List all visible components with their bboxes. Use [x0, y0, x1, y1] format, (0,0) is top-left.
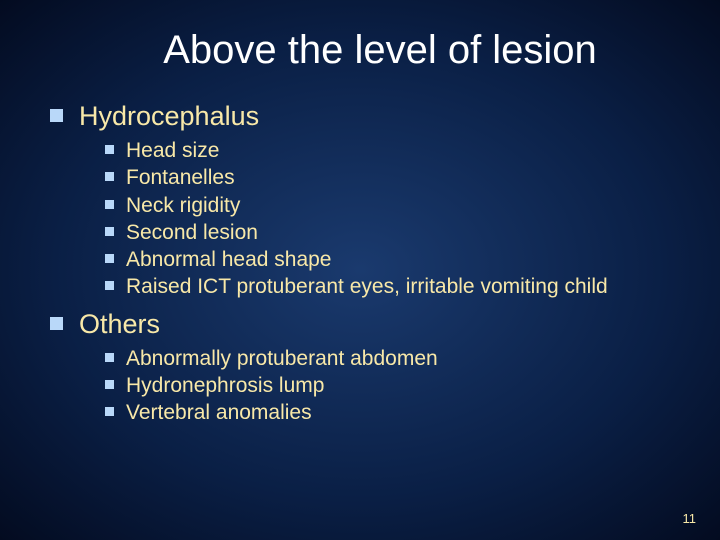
list-item-text: Abnormal head shape	[126, 247, 331, 273]
square-bullet-icon	[105, 407, 114, 416]
list-item-text: Hydronephrosis lump	[126, 373, 324, 399]
list-item: Vertebral anomalies	[105, 400, 670, 426]
list-item: Abnormally protuberant abdomen	[105, 346, 670, 372]
list-item-text: Abnormally protuberant abdomen	[126, 346, 438, 372]
square-bullet-icon	[50, 109, 63, 122]
list-item: Second lesion	[105, 220, 670, 246]
square-bullet-icon	[105, 380, 114, 389]
list-item-text: Fontanelles	[126, 165, 235, 191]
list-item: Hydronephrosis lump	[105, 373, 670, 399]
list-item-text: Raised ICT protuberant eyes, irritable v…	[126, 274, 608, 300]
list-item: Fontanelles	[105, 165, 670, 191]
square-bullet-icon	[105, 227, 114, 236]
section-heading-text: Others	[79, 309, 160, 340]
square-bullet-icon	[105, 281, 114, 290]
section-heading: Others	[50, 309, 670, 340]
section-heading: Hydrocephalus	[50, 101, 670, 132]
list-item-text: Vertebral anomalies	[126, 400, 312, 426]
square-bullet-icon	[105, 254, 114, 263]
square-bullet-icon	[105, 353, 114, 362]
list-item-text: Head size	[126, 138, 219, 164]
square-bullet-icon	[105, 200, 114, 209]
list-item: Raised ICT protuberant eyes, irritable v…	[105, 274, 670, 300]
section-heading-text: Hydrocephalus	[79, 101, 259, 132]
square-bullet-icon	[105, 145, 114, 154]
square-bullet-icon	[50, 317, 63, 330]
page-number: 11	[683, 511, 697, 526]
list-item: Abnormal head shape	[105, 247, 670, 273]
list-item: Neck rigidity	[105, 193, 670, 219]
slide: Above the level of lesion Hydrocephalus …	[0, 0, 720, 540]
list-item: Head size	[105, 138, 670, 164]
square-bullet-icon	[105, 172, 114, 181]
list-item-text: Second lesion	[126, 220, 258, 246]
list-item-text: Neck rigidity	[126, 193, 240, 219]
slide-title: Above the level of lesion	[90, 28, 670, 73]
